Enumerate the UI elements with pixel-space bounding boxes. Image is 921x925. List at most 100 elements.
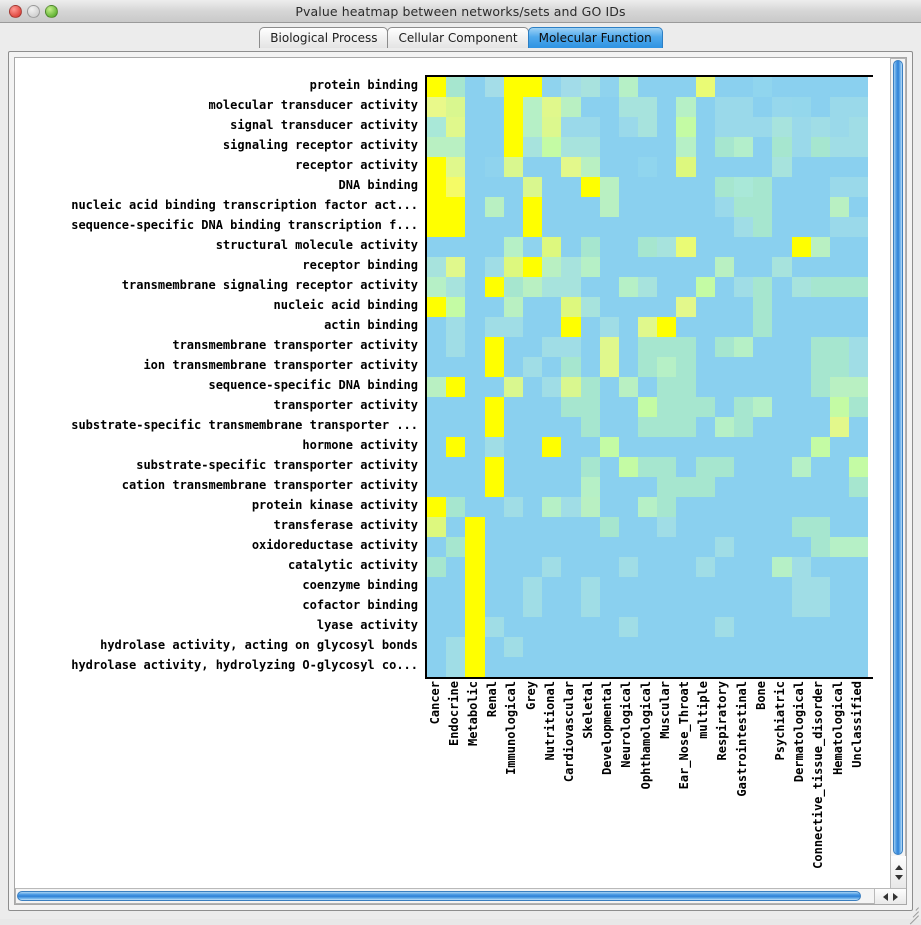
heatmap-cell[interactable] [427,597,447,617]
heatmap-cell[interactable] [427,637,447,657]
heatmap-cell[interactable] [734,117,754,137]
heatmap-cell[interactable] [734,137,754,157]
heatmap-cell[interactable] [503,97,523,117]
heatmap-cell[interactable] [849,637,869,657]
heatmap-cell[interactable] [772,277,792,297]
heatmap-cell[interactable] [484,337,504,357]
heatmap-cell[interactable] [503,197,523,217]
heatmap-cell[interactable] [522,417,543,437]
heatmap-cell[interactable] [522,517,543,537]
heatmap-cell[interactable] [503,477,523,497]
heatmap-cell[interactable] [503,557,523,577]
heatmap-cell[interactable] [849,437,869,457]
heatmap-cell[interactable] [638,657,658,677]
heatmap-cell[interactable] [503,177,523,197]
heatmap-cell[interactable] [638,217,658,237]
heatmap-cell[interactable] [542,617,562,637]
heatmap-cell[interactable] [810,577,830,597]
heatmap-cell[interactable] [829,617,850,637]
heatmap-cell[interactable] [446,477,466,497]
heatmap-cell[interactable] [829,417,850,437]
heatmap-cell[interactable] [465,437,485,457]
heatmap-cell[interactable] [446,297,466,317]
scroll-down-icon[interactable] [894,874,903,880]
heatmap-cell[interactable] [618,657,639,677]
heatmap-cell[interactable] [695,417,715,437]
heatmap-cell[interactable] [753,657,773,677]
heatmap-cell[interactable] [695,377,715,397]
heatmap-cell[interactable] [599,637,619,657]
heatmap-cell[interactable] [561,577,581,597]
heatmap-cell[interactable] [599,317,619,337]
heatmap-cell[interactable] [714,77,734,97]
heatmap-cell[interactable] [638,177,658,197]
heatmap-cell[interactable] [561,617,581,637]
heatmap-cell[interactable] [791,657,811,677]
heatmap-cell[interactable] [734,277,754,297]
heatmap-cell[interactable] [714,397,734,417]
heatmap-cell[interactable] [542,177,562,197]
heatmap-cell[interactable] [542,257,562,277]
heatmap-cell[interactable] [561,217,581,237]
heatmap-cell[interactable] [714,637,734,657]
heatmap-cell[interactable] [522,297,543,317]
heatmap-cell[interactable] [522,577,543,597]
heatmap-cell[interactable] [446,457,466,477]
heatmap-cell[interactable] [810,97,830,117]
heatmap-cell[interactable] [484,137,504,157]
heatmap-cell[interactable] [772,457,792,477]
heatmap-cell[interactable] [522,97,543,117]
heatmap-cell[interactable] [638,197,658,217]
heatmap-cell[interactable] [676,197,696,217]
heatmap-cell[interactable] [829,657,850,677]
heatmap-cell[interactable] [810,417,830,437]
heatmap-cell[interactable] [676,417,696,437]
horizontal-scrollbar-thumb[interactable] [17,891,861,901]
heatmap-cell[interactable] [503,217,523,237]
heatmap-cell[interactable] [446,417,466,437]
heatmap-cell[interactable] [465,337,485,357]
heatmap-cell[interactable] [503,577,523,597]
heatmap-cell[interactable] [829,477,850,497]
heatmap-cell[interactable] [810,137,830,157]
heatmap-cell[interactable] [676,537,696,557]
heatmap-cell[interactable] [427,197,447,217]
heatmap-cell[interactable] [638,237,658,257]
heatmap-cell[interactable] [714,597,734,617]
heatmap-cell[interactable] [484,177,504,197]
heatmap-cell[interactable] [734,657,754,677]
heatmap-cell[interactable] [561,557,581,577]
heatmap-cell[interactable] [580,657,600,677]
heatmap-cell[interactable] [618,297,639,317]
heatmap-cell[interactable] [829,237,850,257]
heatmap-cell[interactable] [791,197,811,217]
heatmap-cell[interactable] [542,537,562,557]
heatmap-cell[interactable] [695,457,715,477]
heatmap-cell[interactable] [618,537,639,557]
heatmap-cell[interactable] [695,137,715,157]
heatmap-cell[interactable] [580,277,600,297]
heatmap-cell[interactable] [465,417,485,437]
heatmap-cell[interactable] [676,217,696,237]
heatmap-cell[interactable] [753,557,773,577]
heatmap-cell[interactable] [753,137,773,157]
heatmap-cell[interactable] [465,497,485,517]
heatmap-cell[interactable] [849,177,869,197]
heatmap-cell[interactable] [657,77,677,97]
heatmap-cell[interactable] [446,397,466,417]
heatmap-cell[interactable] [676,377,696,397]
heatmap-cell[interactable] [542,157,562,177]
heatmap-cell[interactable] [638,137,658,157]
heatmap-cell[interactable] [561,197,581,217]
heatmap-cell[interactable] [599,357,619,377]
heatmap-cell[interactable] [580,637,600,657]
heatmap-cell[interactable] [714,277,734,297]
heatmap-cell[interactable] [618,637,639,657]
heatmap-cell[interactable] [542,437,562,457]
heatmap-cell[interactable] [465,117,485,137]
heatmap-cell[interactable] [753,197,773,217]
heatmap-cell[interactable] [542,497,562,517]
heatmap-cell[interactable] [714,557,734,577]
heatmap-cell[interactable] [580,297,600,317]
heatmap-cell[interactable] [465,217,485,237]
